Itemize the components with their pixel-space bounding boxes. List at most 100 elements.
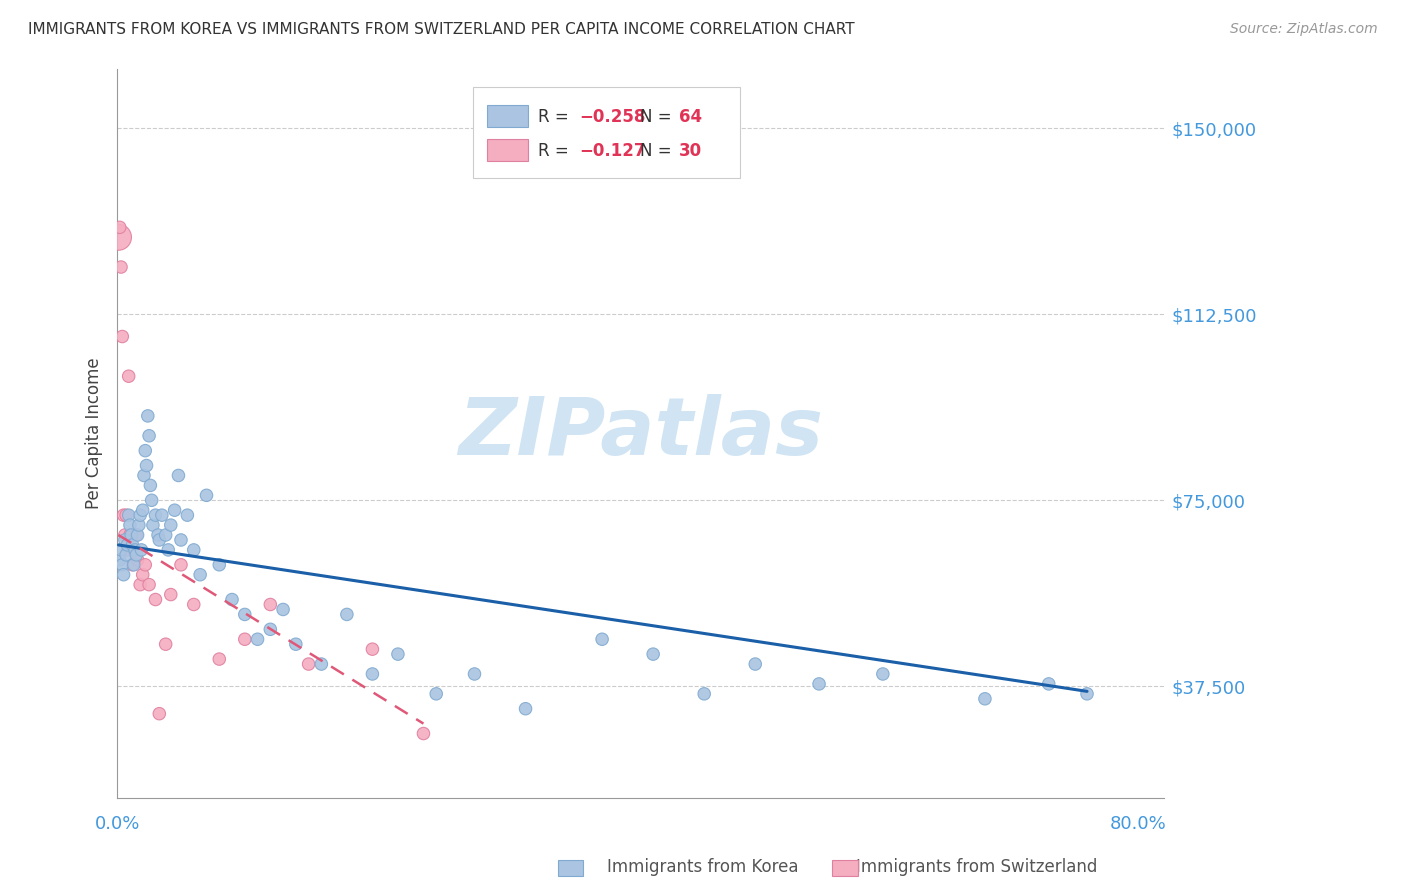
Point: [118, 518, 141, 533]
Point: [142, 518, 165, 533]
FancyBboxPatch shape: [486, 139, 529, 161]
Point: [744, 657, 766, 671]
Text: Immigrants from Switzerland: Immigrants from Switzerland: [856, 858, 1098, 876]
Text: −0.127: −0.127: [579, 142, 647, 160]
Point: [693, 687, 716, 701]
Point: [138, 577, 160, 591]
Point: [129, 508, 152, 523]
Point: [808, 677, 831, 691]
Point: [127, 528, 149, 542]
Point: [361, 642, 384, 657]
Point: [120, 528, 142, 542]
Point: [188, 567, 211, 582]
Point: [591, 632, 613, 647]
Point: [108, 553, 131, 567]
Point: [121, 558, 143, 572]
Point: [121, 538, 143, 552]
Point: [114, 528, 136, 542]
Point: [132, 468, 155, 483]
Point: [183, 542, 205, 557]
Point: [138, 429, 160, 443]
Point: [974, 691, 997, 706]
Text: −0.258: −0.258: [579, 108, 647, 126]
FancyBboxPatch shape: [486, 105, 529, 127]
Point: [159, 518, 181, 533]
Point: [112, 508, 135, 523]
Point: [145, 592, 167, 607]
Point: [132, 503, 155, 517]
Point: [167, 468, 190, 483]
Text: R =: R =: [538, 142, 574, 160]
Text: IMMIGRANTS FROM KOREA VS IMMIGRANTS FROM SWITZERLAND PER CAPITA INCOME CORRELATI: IMMIGRANTS FROM KOREA VS IMMIGRANTS FROM…: [28, 22, 855, 37]
Point: [1038, 677, 1060, 691]
Point: [176, 508, 198, 523]
Point: [134, 558, 156, 572]
Point: [233, 607, 256, 622]
Point: [284, 637, 307, 651]
Point: [124, 542, 146, 557]
Point: [134, 443, 156, 458]
Point: [111, 329, 134, 343]
Point: [183, 598, 205, 612]
Point: [159, 588, 181, 602]
Point: [135, 458, 157, 473]
Text: R =: R =: [538, 108, 574, 126]
Text: ZIPatlas: ZIPatlas: [458, 394, 823, 472]
Point: [114, 533, 136, 547]
Point: [127, 553, 149, 567]
Point: [872, 667, 894, 681]
Point: [122, 558, 145, 572]
Point: [163, 503, 186, 517]
Point: [157, 542, 180, 557]
Point: [148, 533, 170, 547]
Text: 30: 30: [679, 142, 702, 160]
Point: [118, 369, 141, 384]
Point: [246, 632, 269, 647]
Point: [221, 592, 243, 607]
Point: [148, 706, 170, 721]
Text: Source: ZipAtlas.com: Source: ZipAtlas.com: [1230, 22, 1378, 37]
Point: [111, 558, 134, 572]
Point: [112, 567, 135, 582]
Point: [117, 538, 139, 552]
Point: [361, 667, 384, 681]
Point: [515, 702, 537, 716]
Point: [139, 478, 162, 492]
Point: [125, 528, 148, 542]
Point: [336, 607, 359, 622]
Point: [150, 508, 173, 523]
Text: N =: N =: [640, 142, 678, 160]
Point: [208, 558, 231, 572]
Point: [132, 567, 155, 582]
Point: [155, 637, 177, 651]
Text: 80.0%: 80.0%: [1109, 815, 1167, 833]
Point: [110, 542, 132, 557]
Point: [146, 528, 169, 542]
Point: [118, 508, 141, 523]
Text: Immigrants from Korea: Immigrants from Korea: [607, 858, 799, 876]
Point: [145, 508, 167, 523]
Point: [271, 602, 294, 616]
Point: [208, 652, 231, 666]
Point: [195, 488, 218, 502]
Point: [412, 726, 434, 740]
Text: 64: 64: [679, 108, 702, 126]
Point: [141, 493, 163, 508]
Point: [425, 687, 447, 701]
Point: [1076, 687, 1098, 701]
Point: [110, 260, 132, 274]
Point: [115, 508, 138, 523]
Point: [108, 220, 131, 235]
Point: [128, 518, 150, 533]
Point: [125, 548, 148, 562]
Point: [155, 528, 177, 542]
Point: [107, 230, 129, 244]
Point: [387, 647, 409, 661]
Point: [136, 409, 159, 423]
Point: [122, 542, 145, 557]
Y-axis label: Per Capita Income: Per Capita Income: [86, 358, 103, 509]
Point: [131, 542, 153, 557]
Point: [170, 558, 193, 572]
Point: [170, 533, 193, 547]
Point: [233, 632, 256, 647]
